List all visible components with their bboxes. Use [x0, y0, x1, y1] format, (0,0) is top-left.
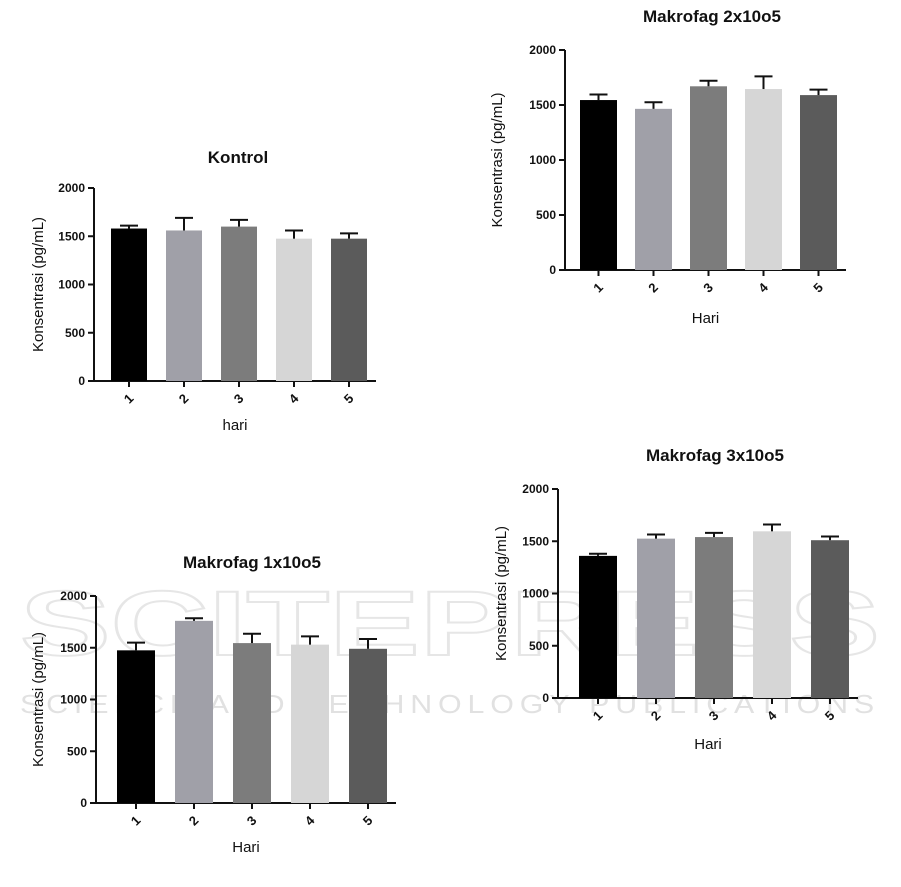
x-tick-label: 2 — [645, 280, 661, 296]
chart-title: Makrofag 1x10o5 — [183, 553, 321, 572]
y-axis-label: Konsentrasi (pg/mL) — [30, 632, 47, 767]
x-tick-label: 5 — [810, 280, 826, 296]
x-axis-label: Hari — [694, 736, 722, 753]
x-tick-label: 4 — [302, 812, 318, 828]
bar — [695, 537, 733, 698]
y-tick-label: 500 — [529, 639, 549, 653]
bar — [637, 538, 675, 698]
y-axis-label: Konsentrasi (pg/mL) — [489, 92, 506, 227]
bar — [690, 86, 727, 270]
x-tick-label: 3 — [231, 391, 247, 407]
y-tick-label: 500 — [67, 744, 87, 758]
x-tick-label: 1 — [121, 391, 137, 407]
y-tick-label: 0 — [80, 796, 87, 810]
x-axis-label: Hari — [692, 310, 720, 327]
y-tick-label: 2000 — [529, 43, 556, 57]
bar — [331, 238, 367, 381]
watermark-main-text: SCITEPRESS — [20, 573, 880, 675]
bar — [745, 89, 782, 270]
bar — [291, 644, 329, 803]
x-tick-label: 1 — [128, 813, 144, 829]
y-tick-label: 500 — [536, 208, 556, 222]
y-tick-label: 1500 — [522, 534, 549, 548]
y-tick-label: 0 — [549, 263, 556, 277]
y-tick-label: 2000 — [60, 589, 87, 603]
y-tick-label: 500 — [65, 326, 85, 340]
y-axis-label: Konsentrasi (pg/mL) — [493, 526, 510, 661]
bar — [175, 620, 213, 803]
y-tick-label: 1500 — [60, 641, 87, 655]
y-tick-label: 2000 — [58, 181, 85, 195]
y-tick-label: 0 — [78, 374, 85, 388]
x-tick-label: 1 — [590, 280, 606, 296]
x-axis-label: Hari — [232, 839, 260, 856]
chart-makrofag-1x10o5: Makrofag 1x10o5 Konsentrasi (pg/mL) Hari 0 5… — [30, 553, 396, 856]
x-tick-label: 3 — [700, 280, 716, 296]
chart-title: Makrofag 2x10o5 — [643, 7, 781, 26]
y-axis-label: Konsentrasi (pg/mL) — [30, 217, 47, 352]
x-tick-label: 5 — [360, 813, 376, 829]
bar — [811, 540, 849, 698]
y-tick-label: 1500 — [529, 98, 556, 112]
bar — [166, 230, 202, 381]
bar — [800, 95, 837, 270]
bar — [111, 228, 147, 381]
x-tick-label: 2 — [176, 391, 192, 407]
x-tick-label: 5 — [341, 391, 357, 407]
y-tick-label: 1000 — [522, 587, 549, 601]
bar — [276, 238, 312, 381]
y-tick-label: 1000 — [60, 693, 87, 707]
bar — [221, 226, 257, 381]
x-tick-label: 4 — [755, 279, 771, 295]
x-tick-label: 2 — [186, 813, 202, 829]
bar — [117, 650, 155, 803]
y-tick-label: 1000 — [58, 278, 85, 292]
y-tick-label: 0 — [542, 691, 549, 705]
bar — [753, 531, 791, 698]
chart-title: Makrofag 3x10o5 — [646, 446, 784, 465]
chart-title: Kontrol — [208, 148, 268, 167]
y-tick-label: 2000 — [522, 482, 549, 496]
bar — [635, 108, 672, 270]
bar — [233, 643, 271, 803]
bar — [580, 100, 617, 270]
y-tick-label: 1000 — [529, 153, 556, 167]
bar — [349, 648, 387, 803]
y-tick-label: 1500 — [58, 229, 85, 243]
x-axis-label: hari — [222, 417, 247, 434]
chart-makrofag-2x10o5: Makrofag 2x10o5 Konsentrasi (pg/mL) Hari 0 5… — [489, 7, 846, 327]
bar — [579, 555, 617, 698]
x-tick-label: 3 — [244, 813, 260, 829]
x-tick-label: 4 — [286, 390, 302, 406]
